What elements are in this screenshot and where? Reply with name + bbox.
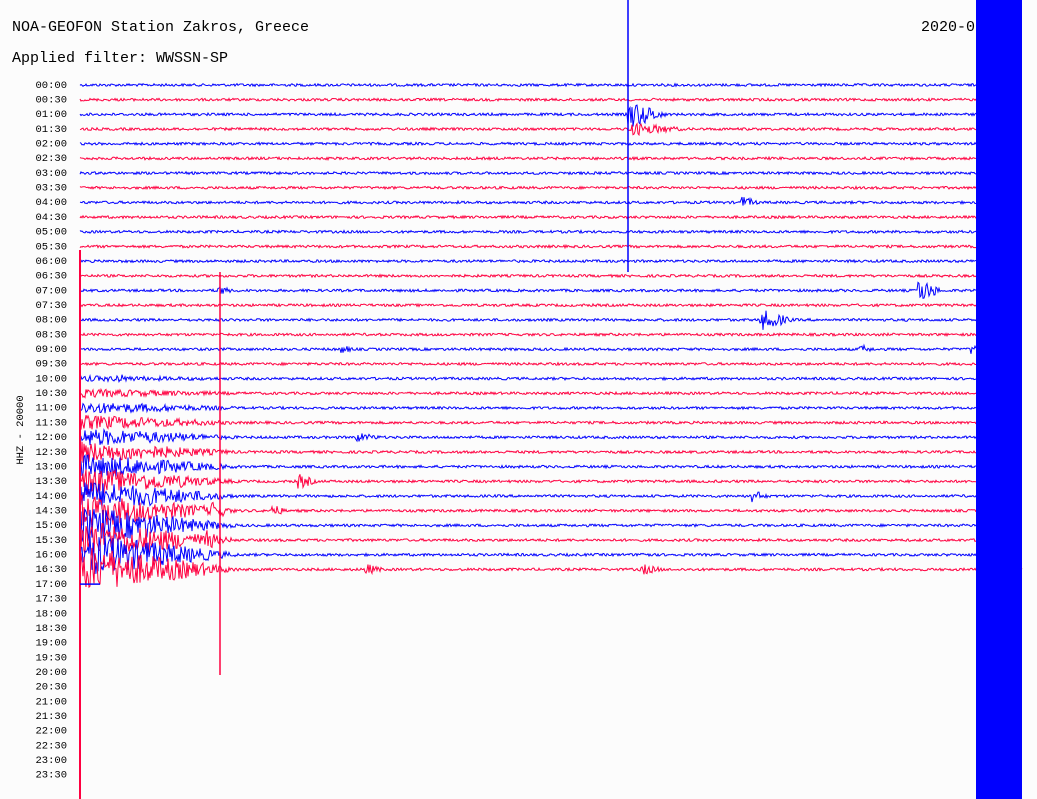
row-label: 01:00 [35,109,67,121]
row-label: 04:00 [35,197,67,209]
trace [79,214,977,220]
row-label: 04:30 [35,212,67,224]
row-label: 19:00 [35,638,67,650]
row-label: 08:00 [35,315,67,327]
row-label: 06:00 [35,256,67,268]
row-label: 09:30 [35,359,67,371]
row-label: 07:30 [35,300,67,312]
trace [79,332,977,338]
row-label: 20:30 [35,682,67,694]
trace [79,170,977,176]
trace [79,155,977,162]
trace [79,547,1023,589]
row-label: 03:30 [35,183,67,195]
trace [79,374,977,384]
row-label: 12:30 [35,447,67,459]
row-label: 23:00 [35,755,67,767]
trace [79,428,977,446]
row-label: 16:00 [35,550,67,562]
row-label: 02:00 [35,139,67,151]
trace [79,468,976,496]
row-label: 19:30 [35,652,67,664]
trace [79,482,977,509]
row-label: 10:30 [35,388,67,400]
row-label: 23:30 [35,770,67,782]
row-label: 20:00 [35,667,67,679]
row-label: 18:00 [35,608,67,620]
trace [79,122,977,137]
trace [79,185,977,191]
trace [79,82,977,88]
row-label: 00:00 [35,80,67,92]
trace [79,402,977,414]
row-label: 03:00 [35,168,67,180]
row-label: 10:00 [35,373,67,385]
row-label: 21:00 [35,696,67,708]
trace [79,141,977,147]
trace [79,508,977,542]
row-label: 14:30 [35,506,67,518]
filter-label: Applied filter: WWSSN-SP [12,50,228,67]
row-label: 07:00 [35,285,67,297]
trace [79,522,977,555]
date: 2020-0 [921,19,975,36]
trace [79,258,977,264]
row-label: 02:30 [35,153,67,165]
trace [79,414,977,430]
trace [79,273,977,279]
trace [79,494,977,526]
channel-label: HHZ - 20000 [15,395,27,464]
trace [79,535,977,575]
trace [79,196,977,206]
row-label: 12:00 [35,432,67,444]
row-label: 15:30 [35,535,67,547]
row-label: 11:00 [35,403,67,415]
row-label: 09:00 [35,344,67,356]
trace [79,387,977,399]
trace [79,441,976,463]
row-label: 18:30 [35,623,67,635]
row-label: 13:00 [35,461,67,473]
trace [79,104,977,127]
row-label: 00:30 [35,94,67,106]
row-label: 01:30 [35,124,67,136]
trace [79,302,977,308]
row-label: 11:30 [35,417,67,429]
trace [79,97,977,103]
row-label: 13:30 [35,476,67,488]
trace [79,281,977,299]
trace [79,453,977,478]
row-label: 17:00 [35,579,67,591]
trace [79,343,977,354]
row-label: 22:00 [35,726,67,738]
row-label: 22:30 [35,740,67,752]
row-label: 21:30 [35,711,67,723]
row-label: 05:00 [35,227,67,239]
row-label: 08:30 [35,329,67,341]
trace [79,243,977,250]
trace [79,310,977,330]
traces [79,0,1023,799]
saturated-block [976,0,1022,799]
row-label: 14:00 [35,491,67,503]
row-label: 15:00 [35,520,67,532]
row-label: 05:30 [35,241,67,253]
trace [79,361,976,367]
station-title: NOA-GEOFON Station Zakros, Greece [12,19,309,36]
row-label: 17:30 [35,594,67,606]
row-label: 16:30 [35,564,67,576]
row-label: 06:30 [35,271,67,283]
trace [79,229,977,235]
